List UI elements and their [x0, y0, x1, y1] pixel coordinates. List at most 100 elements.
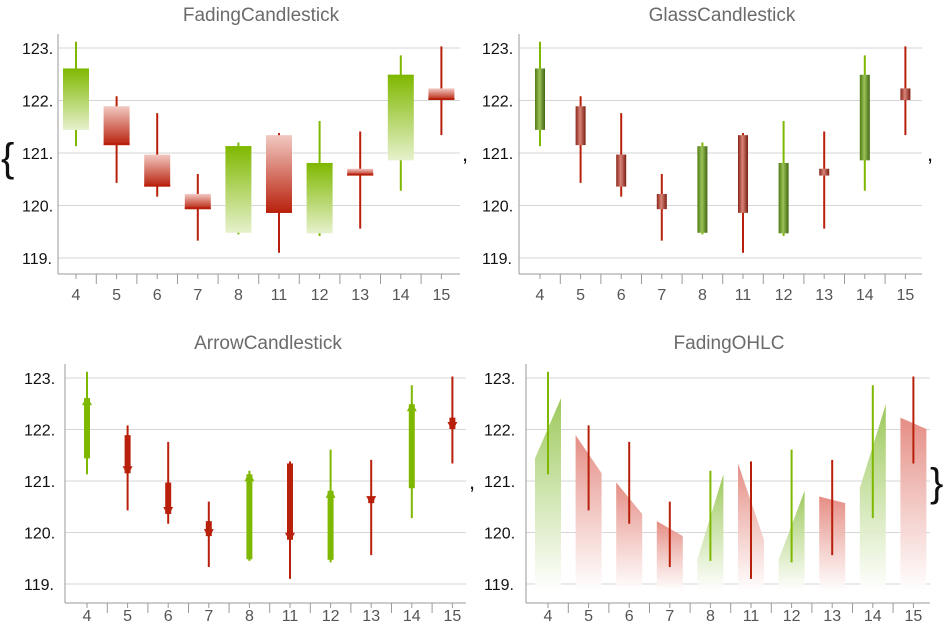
panel-arrow-candlestick: ArrowCandlestick 119. 120. 121. 122. 123. 4 5 6…	[24, 333, 466, 625]
candle-arrow-head	[244, 472, 255, 482]
comma-separator: ,	[469, 469, 475, 494]
candle-body	[697, 146, 708, 233]
candle-body	[428, 88, 455, 100]
x-tick-label: 15	[444, 608, 462, 625]
x-tick-label: 14	[856, 287, 874, 304]
x-tick-label: 15	[905, 608, 923, 625]
candle-body	[535, 68, 545, 130]
candle-body	[859, 74, 870, 161]
x-tick-label: 6	[625, 608, 634, 625]
candle-close-edge	[266, 210, 292, 213]
x-tick-label: 7	[204, 608, 213, 625]
y-tick-label: 121.	[484, 474, 515, 491]
x-tick-label: 5	[584, 608, 593, 625]
candle-body	[616, 154, 627, 187]
x-tick-label: 7	[665, 608, 674, 625]
x-tick-label: 13	[351, 287, 369, 304]
x-tick-label: 6	[617, 287, 626, 304]
candle-close-edge	[347, 173, 374, 176]
candle-arrow-head	[203, 529, 214, 539]
candle-arrow-head	[285, 532, 295, 542]
y-tick-label: 122.	[484, 423, 515, 440]
candle-body	[327, 490, 334, 560]
candle-body	[306, 162, 333, 234]
x-tick-label: 14	[864, 608, 882, 625]
y-tick-label: 121.	[24, 474, 55, 491]
candle-body	[778, 162, 789, 234]
candle-body	[84, 398, 90, 459]
x-tick-label: 5	[576, 287, 585, 304]
x-tick-label: 4	[544, 608, 553, 625]
y-tick-label: 119.	[24, 577, 54, 594]
candle-body	[124, 435, 131, 474]
candle-body	[266, 135, 292, 213]
candle-body	[900, 88, 911, 100]
x-tick-label: 4	[536, 287, 545, 304]
candle-body	[246, 474, 253, 560]
y-tick-label: 122.	[24, 423, 55, 440]
chart-title: ArrowCandlestick	[194, 333, 342, 354]
panel-fading-candlestick: FadingCandlestick 119. 120. 121. 122. 123. 4 5…	[22, 5, 460, 304]
ohlc-fade-band	[616, 482, 643, 591]
y-tick-label: 119.	[484, 577, 514, 594]
y-tick-label: 122.	[22, 94, 53, 111]
x-tick-label: 12	[775, 287, 793, 304]
y-tick-label: 119.	[22, 251, 52, 268]
x-tick-label: 11	[282, 608, 299, 625]
candle-close-edge	[428, 97, 455, 100]
candle-arrow-head	[163, 506, 174, 516]
x-tick-label: 7	[193, 287, 202, 304]
y-tick-label: 119.	[482, 251, 512, 268]
candle-close-edge	[63, 68, 89, 71]
comma-separator: ,	[927, 141, 933, 166]
chart-title: FadingCandlestick	[183, 5, 340, 26]
comma-separator: ,	[462, 141, 468, 166]
x-tick-label: 4	[83, 608, 92, 625]
candle-close-edge	[387, 74, 414, 77]
x-tick-label: 6	[164, 608, 173, 625]
candle-body	[287, 463, 293, 540]
candle-body	[225, 146, 252, 233]
y-tick-label: 120.	[24, 526, 55, 543]
y-tick-label: 122.	[482, 94, 513, 111]
y-tick-label: 121.	[22, 146, 53, 163]
y-tick-label: 120.	[482, 199, 513, 216]
x-tick-label: 11	[735, 287, 752, 304]
y-tick-label: 120.	[22, 199, 53, 216]
x-tick-label: 8	[698, 287, 707, 304]
candle-close-edge	[306, 162, 333, 165]
y-tick-label: 123.	[22, 41, 53, 58]
x-tick-label: 13	[362, 608, 380, 625]
panel-glass-candlestick: GlassCandlestick 119. 120. 121. 122. 123. 4 5 6…	[482, 5, 922, 304]
chart-title: FadingOHLC	[674, 333, 785, 354]
panel-fading-ohlc: FadingOHLC 119. 120. 121. 122. 123. 4 5 6 7 8 11 12…	[484, 333, 930, 625]
candle-body	[819, 168, 830, 176]
candle-arrow-head	[325, 488, 336, 498]
y-tick-label: 123.	[24, 371, 55, 388]
candle-body	[144, 154, 171, 187]
x-tick-label: 14	[392, 287, 410, 304]
x-tick-label: 8	[234, 287, 243, 304]
candle-body	[738, 135, 748, 213]
x-tick-label: 15	[433, 287, 451, 304]
x-tick-label: 15	[897, 287, 915, 304]
y-tick-label: 121.	[482, 146, 513, 163]
x-tick-label: 8	[245, 608, 254, 625]
candle-arrow-head	[122, 466, 133, 476]
candle-body	[205, 521, 212, 537]
y-tick-label: 123.	[482, 41, 513, 58]
candle-arrow-head	[82, 396, 92, 406]
x-tick-label: 8	[706, 608, 715, 625]
x-tick-label: 7	[657, 287, 666, 304]
candle-body	[656, 193, 667, 210]
candle-close-edge	[103, 143, 130, 146]
candle-body	[103, 106, 130, 146]
x-tick-label: 5	[112, 287, 121, 304]
candle-body	[387, 74, 414, 161]
x-tick-label: 14	[403, 608, 421, 625]
x-tick-label: 12	[311, 287, 329, 304]
ohlc-fade-band	[900, 417, 927, 591]
x-tick-label: 12	[322, 608, 340, 625]
candle-arrow-head	[406, 402, 417, 412]
close-brace: }	[930, 461, 943, 505]
